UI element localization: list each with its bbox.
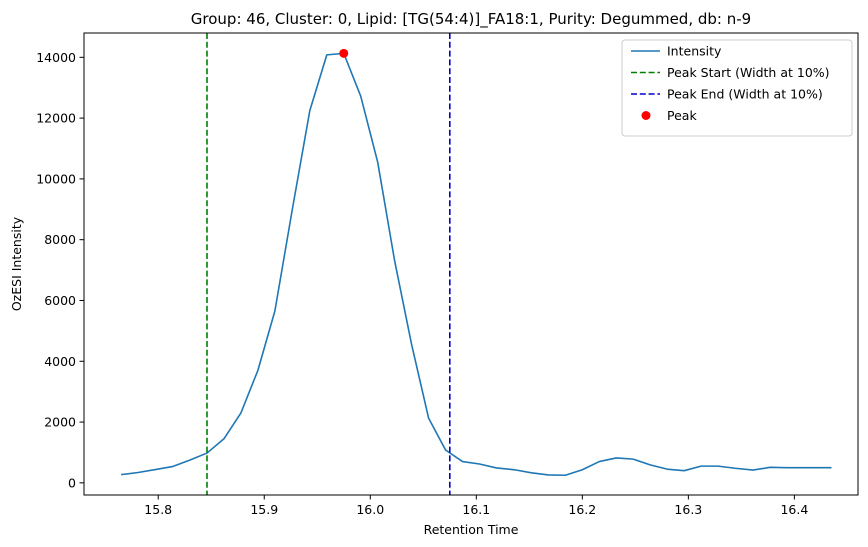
y-tick-label: 2000 (44, 415, 76, 430)
x-tick-label: 16.2 (568, 502, 596, 517)
legend-swatch (641, 111, 651, 120)
x-tick-label: 15.8 (144, 502, 172, 517)
legend-box (621, 39, 853, 137)
y-axis-label: OzESI Intensity (9, 216, 24, 311)
y-tick-label: 8000 (44, 232, 76, 247)
y-tick-label: 4000 (44, 354, 76, 369)
x-tick-label: 15.9 (250, 502, 278, 517)
y-tick-label: 10000 (36, 171, 76, 186)
legend-label: Peak (667, 108, 697, 123)
chart-title: Group: 46, Cluster: 0, Lipid: [TG(54:4)]… (191, 10, 751, 29)
legend-label: Peak End (Width at 10%) (667, 87, 823, 102)
x-tick-label: 16.3 (674, 502, 702, 517)
y-tick-label: 0 (68, 475, 76, 490)
plot-area (121, 33, 832, 495)
legend-label: Intensity (667, 44, 722, 59)
y-tick-label: 14000 (36, 50, 76, 65)
axes-frame (83, 32, 859, 496)
legend: Intensity Peak Start (Width at 10%) Peak E… (621, 39, 853, 137)
x-tick-label: 16.4 (780, 502, 808, 517)
y-tick-label: 12000 (36, 111, 76, 126)
x-tick-label: 16.0 (356, 502, 384, 517)
peak-marker (339, 48, 349, 58)
y-axis-ticks: 0 2000 4000 6000 8000 10000 12000 14000 (36, 50, 84, 490)
x-axis-label: Retention Time (424, 522, 519, 537)
y-tick-label: 6000 (44, 293, 76, 308)
x-tick-label: 16.1 (462, 502, 490, 517)
legend-label: Peak Start (Width at 10%) (667, 65, 830, 80)
series-line-intensity (121, 52, 832, 477)
x-axis-ticks: 15.8 15.9 16.0 16.1 16.2 16.3 16.4 (144, 495, 808, 517)
